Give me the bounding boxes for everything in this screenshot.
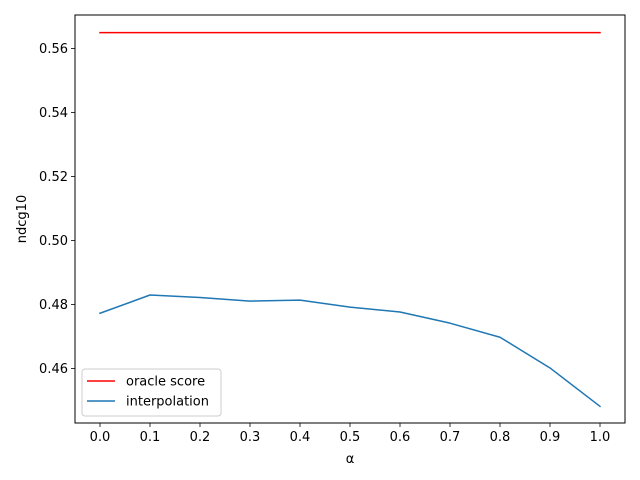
x-tick-label: 0.9 [540,430,561,445]
y-tick-label: 0.46 [39,362,68,377]
y-tick-label: 0.56 [39,42,68,57]
x-tick-label: 1.0 [590,430,611,445]
legend-label: interpolation [126,395,209,410]
x-tick-label: 0.3 [240,430,261,445]
y-tick-label: 0.52 [39,170,68,185]
legend: oracle score interpolation [81,368,222,417]
x-tick-label: 0.6 [390,430,411,445]
legend-label: oracle score [126,375,205,390]
y-tick-label: 0.48 [39,298,68,313]
x-tick-label: 0.7 [440,430,461,445]
plot-area [75,15,625,423]
x-tick-label: 0.1 [140,430,161,445]
legend-box [81,368,222,417]
x-axis-label: α [346,452,355,467]
y-axis-label: ndcg10 [15,195,30,243]
x-tick-label: 0.2 [190,430,211,445]
series-layer [99,31,602,408]
x-tick-label: 0.5 [340,430,361,445]
y-axis: 0.46 0.48 0.50 0.52 0.54 0.56 [39,42,75,377]
y-tick-label: 0.54 [39,106,68,121]
x-axis: 0.0 0.1 0.2 0.3 0.4 0.5 0.6 0.7 0.8 0.9 1.0 [90,423,611,445]
x-tick-label: 0.8 [490,430,511,445]
x-tick-label: 0.4 [290,430,311,445]
y-tick-label: 0.50 [39,234,68,249]
series-line-2 [99,294,602,408]
x-tick-label: 0.0 [90,430,111,445]
